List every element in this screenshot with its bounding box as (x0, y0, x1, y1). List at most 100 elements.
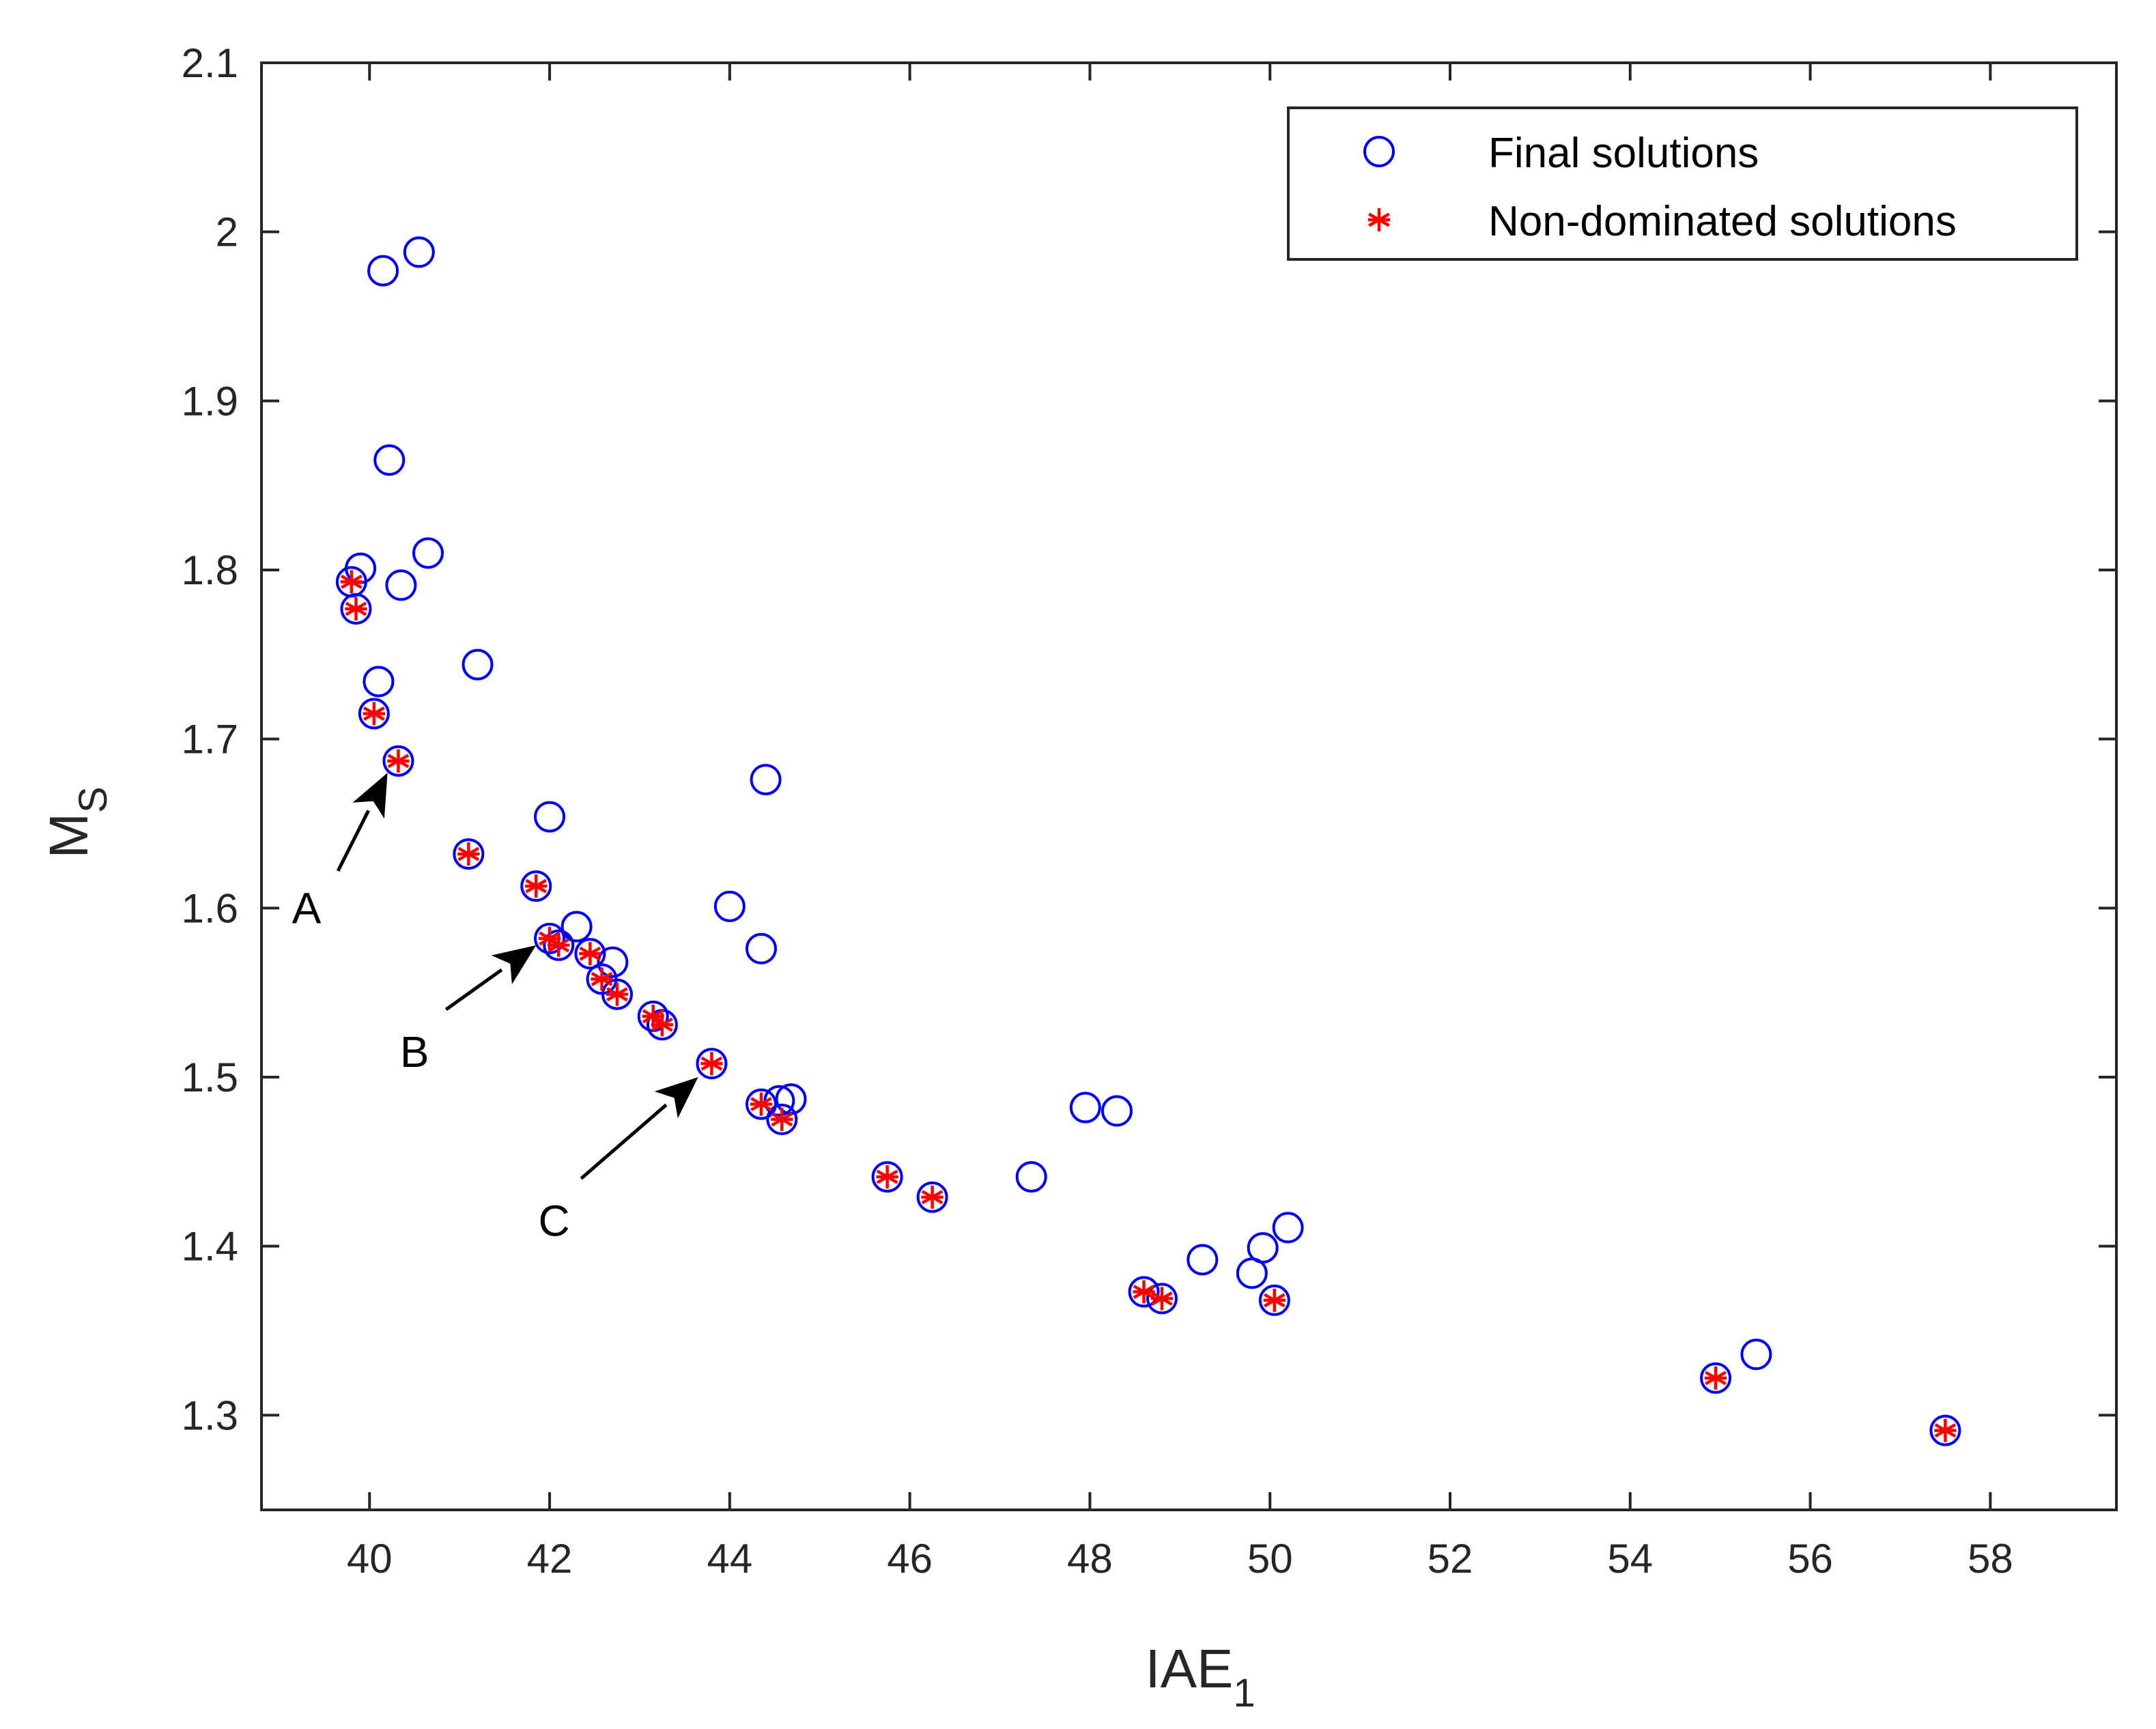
y-tick-label: 1.3 (182, 1392, 238, 1438)
plot-area-box (260, 61, 2118, 1511)
nondominated-solution-point (1704, 1366, 1727, 1390)
final-solution-point (601, 978, 633, 1010)
y-tick-labels: 1.3 1.4 1.5 1.6 1.7 1.8 1.9 2 2.1 (182, 40, 238, 1438)
x-tick-label: 40 (347, 1536, 393, 1582)
final-solution-point (1929, 1414, 1961, 1446)
nondominated-solution-point (548, 933, 570, 957)
final-solution-point (1700, 1362, 1732, 1394)
x-tick-label: 48 (1067, 1536, 1113, 1582)
final-solution-point (412, 537, 444, 569)
nondominated-solution-point (876, 1165, 898, 1189)
final-solution-point (373, 444, 406, 476)
final-solution-point (382, 745, 414, 777)
y-tick-label: 2 (216, 210, 238, 255)
nondominated-solution-point (1133, 1280, 1155, 1304)
plot-frame (260, 61, 2118, 1511)
x-tick-label: 56 (1787, 1536, 1833, 1582)
final-solution-point (1272, 1212, 1304, 1244)
annotation-label: C (539, 1196, 570, 1245)
arrow-shaft (580, 1103, 668, 1180)
nondominated-solution-point (457, 842, 480, 866)
arrow-shaft (444, 968, 503, 1011)
final-solution-point (696, 1048, 728, 1080)
final-solution-point (746, 1088, 778, 1120)
annotations: A B C (292, 773, 698, 1245)
nondominated-solution-point (606, 982, 629, 1006)
annotation-b: B (400, 945, 537, 1076)
y-tick-label: 1.6 (182, 885, 238, 931)
x-tick-label: 44 (707, 1536, 752, 1582)
final-solution-point (1258, 1284, 1290, 1316)
nondominated-solution-point (771, 1107, 793, 1131)
final-solution-point (574, 938, 606, 970)
y-tick-label: 1.8 (182, 547, 238, 593)
arrow-head (654, 1076, 698, 1119)
x-axis-label: IAE1 (1145, 1638, 1255, 1715)
axis-ticks (261, 61, 2116, 1510)
final-solution-point (916, 1181, 948, 1213)
nondominated-solution-point (340, 570, 363, 594)
final-solution-point (385, 569, 417, 601)
annotation-label: B (400, 1027, 429, 1076)
nondominated-solution-point (591, 967, 613, 991)
nondominated-solution-point (700, 1052, 723, 1076)
final-solution-point (462, 648, 494, 681)
nondominated-solution-point (345, 597, 367, 620)
x-tick-label: 52 (1428, 1536, 1473, 1582)
final-solution-point (713, 890, 746, 922)
series-nondominated-solutions (340, 570, 1957, 1442)
legend-label-final: Final solutions (1488, 130, 1759, 177)
legend: Final solutions Non-dominated solutions (1287, 106, 2078, 261)
arrow-head (491, 945, 537, 984)
final-solution-point (543, 929, 575, 961)
final-solution-point (1740, 1339, 1772, 1371)
final-solution-point (1146, 1283, 1178, 1315)
final-solution-point (871, 1161, 903, 1193)
y-tick-label: 1.5 (182, 1055, 238, 1100)
final-solution-point (1187, 1244, 1219, 1276)
y-tick-label: 2.1 (182, 40, 238, 86)
final-solution-point (597, 946, 629, 978)
x-axis-label-main: IAE (1145, 1638, 1233, 1699)
nondominated-solution-point (579, 942, 601, 966)
final-solution-point (561, 911, 593, 943)
final-solution-point (1015, 1161, 1047, 1193)
final-solution-point (534, 922, 566, 954)
nondominated-solution-point (921, 1185, 944, 1209)
nondominated-solution-point (363, 702, 386, 726)
legend-asterisk-marker (1367, 208, 1391, 231)
nondominated-solution-point (1263, 1288, 1286, 1312)
final-solution-point (1247, 1232, 1279, 1264)
legend-marker-final (1363, 136, 1395, 167)
final-solution-point (520, 870, 552, 902)
nondominated-solution-point (651, 1013, 674, 1037)
x-tick-label: 42 (527, 1536, 573, 1582)
annotation-c: C (539, 1076, 698, 1245)
annotation-label: A (292, 883, 322, 932)
x-tick-label: 46 (887, 1536, 933, 1582)
final-solution-point (358, 698, 390, 730)
x-tick-label: 50 (1247, 1536, 1293, 1582)
final-solution-point (766, 1103, 798, 1135)
final-solution-point (746, 932, 778, 964)
final-solution-point (340, 592, 372, 625)
nondominated-solution-point (1150, 1287, 1174, 1311)
nondominated-solution-point (750, 1092, 773, 1116)
final-solution-point (534, 801, 566, 833)
x-tick-label: 54 (1607, 1536, 1653, 1582)
x-tick-labels: 40 42 44 46 48 50 52 54 56 58 (347, 1536, 2013, 1582)
final-solution-point (1128, 1276, 1160, 1308)
x-axis-label-subscript: 1 (1233, 1671, 1255, 1715)
y-axis-label-subscript: S (71, 786, 115, 813)
legend-marker-nondominated (1367, 208, 1391, 231)
final-solution-point (1069, 1091, 1101, 1124)
annotation-a: A (292, 773, 388, 932)
y-tick-label: 1.7 (182, 717, 238, 762)
final-solution-point (750, 764, 782, 796)
y-tick-label: 1.9 (182, 378, 238, 424)
nondominated-solution-point (525, 874, 548, 898)
nondominated-solution-point (1934, 1418, 1957, 1442)
legend-box (1287, 106, 2078, 261)
arrow-head (352, 773, 388, 819)
